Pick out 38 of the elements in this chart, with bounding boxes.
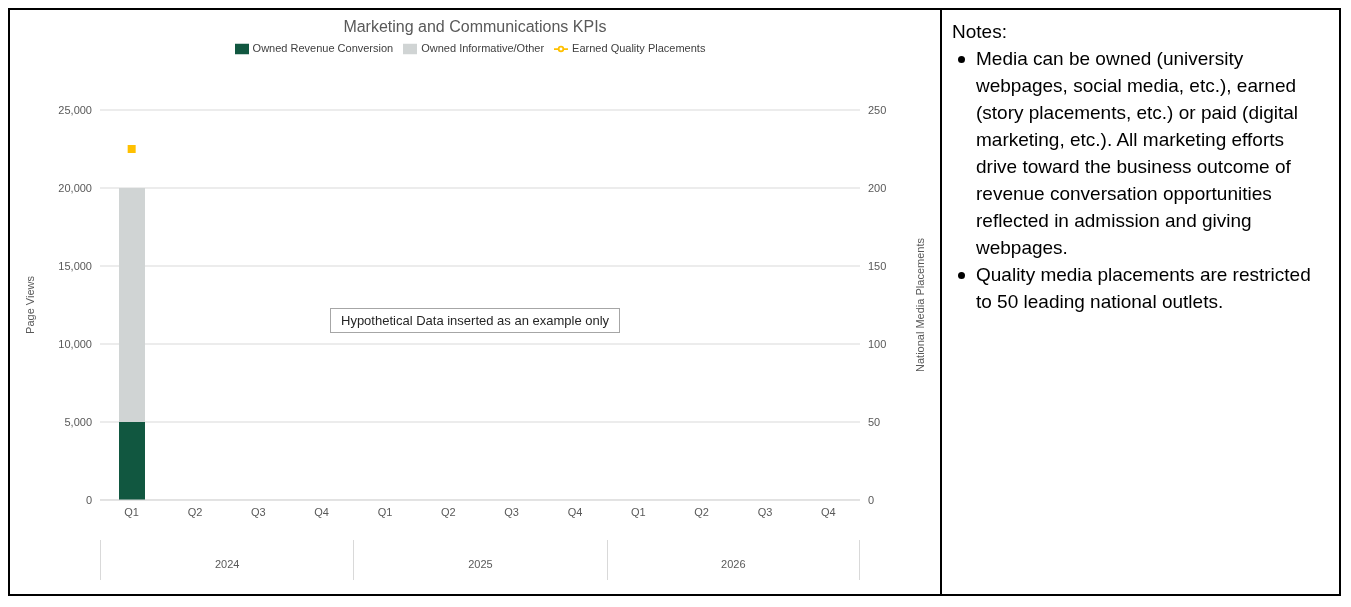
- x-tick-label: Q2: [187, 505, 203, 518]
- text: 2024: [100, 540, 354, 580]
- legend-label: Owned Informative/Other: [421, 42, 545, 54]
- x-tick-label: Q4: [567, 505, 583, 518]
- text: Quality media placements are restricted to 50 leading national outlets.: [976, 263, 1312, 314]
- y2-tick-label: 0: [868, 493, 875, 506]
- text: 2026: [606, 540, 860, 580]
- y-tick-label: 25,000: [58, 103, 92, 116]
- x-tick-label: Q2: [440, 505, 456, 518]
- y-tick-label: 15,000: [58, 259, 92, 272]
- text: Media can be owned (university webpages, social media, etc.), earned (story placements, etc.) or paid (digital marketing, etc.). All marketing efforts drive toward the business outcome of revenue conversation opportunities reflected in admission and giving webpages.: [976, 47, 1300, 260]
- y2-tick-label: 200: [868, 181, 887, 194]
- annotation: Hypothetical Data inserted as an example only: [330, 308, 621, 333]
- legend-label: Owned Revenue Conversion: [252, 42, 394, 54]
- x-tick-label: Q4: [314, 505, 330, 518]
- x-tick-label: Q1: [124, 505, 140, 518]
- y-tick-label: 10,000: [58, 337, 92, 350]
- text: 2025: [353, 540, 607, 580]
- x-tick-label: Q1: [377, 505, 393, 518]
- y-tick-label: 5,000: [64, 415, 92, 428]
- legend-label: Earned Quality Placements: [572, 42, 706, 54]
- x-tick-label: Q4: [820, 505, 836, 518]
- y-tick-label: 20,000: [58, 181, 92, 194]
- y2-tick-label: 250: [868, 103, 887, 116]
- y2-axis-title: National Media Placements: [913, 237, 926, 372]
- x-tick-label: Q3: [757, 505, 773, 518]
- x-tick-label: Q3: [250, 505, 266, 518]
- y-axis-title: Page Views: [23, 275, 36, 334]
- x-tick-label: Q1: [630, 505, 646, 518]
- page-frame: Marketing and Communications KPIs Owned Revenue Conversion Owned Informative/Other Earned Quality Placements Q1 Q2 Q3 Q4 Q1 Q2 Q3 Q4 Q1 Q2 Q3 Q4 0 5,000 10,000 15,000 20,000 25,000 Page Views 0 50 100 150 200 250 National Media Placements 2024 2025 2026 Hypothetical Data inserted as an example only Notes: Media can be owned (university webpages, social media, etc.), earned (story placements, etc.) or paid (digital marketing, etc.). All marketing efforts drive toward the business outcome of revenue conversation opportunities reflected in admission and giving webpages. Quality media placements are restricted to 50 leading national outlets.: [8, 8, 1341, 596]
- x-tick-label: Q2: [694, 505, 710, 518]
- y2-tick-label: 150: [868, 259, 887, 272]
- chart-title: Marketing and Communications KPIs: [342, 18, 608, 36]
- x-tick-label: Q3: [504, 505, 520, 518]
- y2-tick-label: 100: [868, 337, 887, 350]
- text: Notes:: [952, 20, 1008, 44]
- y-tick-label: 0: [85, 493, 92, 506]
- y2-tick-label: 50: [868, 415, 881, 428]
